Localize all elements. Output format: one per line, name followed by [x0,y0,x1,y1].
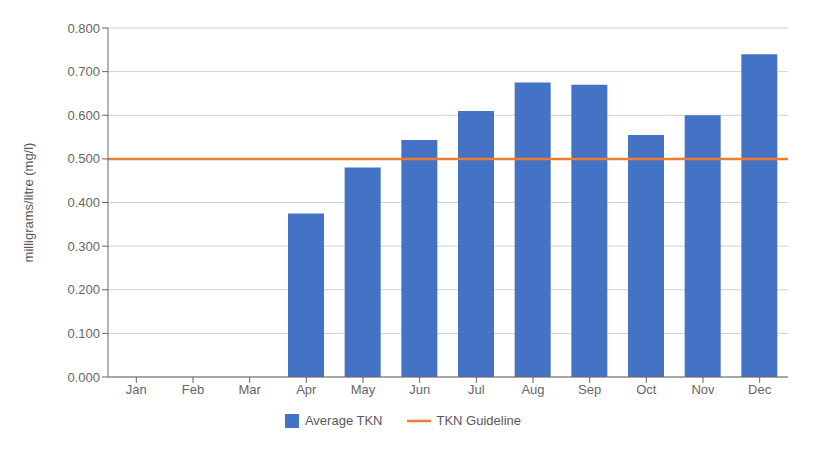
html-text:TKN Guideline: TKN Guideline [436,413,521,428]
svg-text:Aug: Aug [521,382,544,397]
svg-text:Feb: Feb [182,382,204,397]
svg-text:Sep: Sep [578,382,601,397]
svg-text:Oct: Oct [636,382,657,397]
svg-text:milligrams/litre (mg/l): milligrams/litre (mg/l) [21,143,36,263]
svg-text:Jul: Jul [468,382,485,397]
svg-text:Dec: Dec [748,382,772,397]
svg-text:0.300: 0.300 [67,239,100,254]
svg-text:Nov: Nov [691,382,715,397]
svg-text:Apr: Apr [296,382,317,397]
svg-text:0.500: 0.500 [67,151,100,166]
svg-text:Jun: Jun [409,382,430,397]
svg-text:Mar: Mar [238,382,261,397]
svg-text:0.800: 0.800 [67,21,100,36]
svg-text:0.100: 0.100 [67,326,100,341]
svg-text:0.700: 0.700 [67,64,100,79]
svg-text:0.400: 0.400 [67,195,100,210]
svg-text:May: May [351,382,376,397]
svg-text:0.200: 0.200 [67,282,100,297]
svg-text:Jan: Jan [126,382,147,397]
svg-text:0.000: 0.000 [67,370,100,385]
html-text:Average TKN: Average TKN [304,413,383,428]
svg-text:0.600: 0.600 [67,108,100,123]
